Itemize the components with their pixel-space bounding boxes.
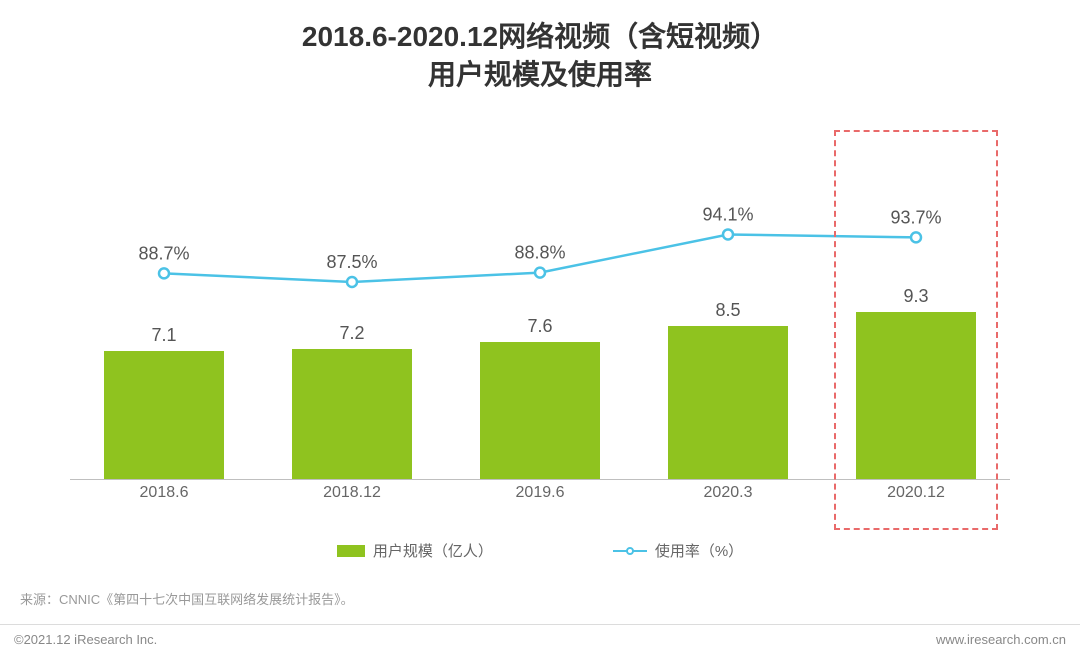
x-axis-label: 2018.12	[258, 484, 446, 510]
legend: 用户规模（亿人） 使用率（%）	[0, 540, 1080, 561]
line-value-label: 88.7%	[138, 243, 189, 263]
line-value-label: 94.1%	[702, 204, 753, 224]
line-marker	[159, 268, 169, 278]
legend-line: 使用率（%）	[613, 540, 743, 561]
legend-bar-label: 用户规模（亿人）	[373, 540, 493, 561]
plot-area: 7.17.27.68.59.3 88.7%87.5%88.8%94.1%93.7…	[70, 120, 1010, 510]
x-axis-baseline	[70, 479, 1010, 480]
legend-line-swatch	[613, 545, 647, 557]
legend-bar: 用户规模（亿人）	[337, 540, 493, 561]
x-axis-label: 2018.6	[70, 484, 258, 510]
footer-copyright: ©2021.12 iResearch Inc.	[14, 632, 157, 647]
x-axis-label: 2020.12	[822, 484, 1010, 510]
line-marker	[535, 268, 545, 278]
legend-line-label: 使用率（%）	[655, 540, 743, 561]
footer: ©2021.12 iResearch Inc. www.iresearch.co…	[0, 624, 1080, 654]
x-axis-labels: 2018.62018.122019.62020.32020.12	[70, 484, 1010, 510]
title-line1: 2018.6-2020.12网络视频（含短视频）	[0, 18, 1080, 56]
line-marker	[723, 229, 733, 239]
line-value-label: 88.8%	[514, 243, 565, 263]
x-axis-label: 2019.6	[446, 484, 634, 510]
legend-bar-swatch	[337, 545, 365, 557]
chart-title: 2018.6-2020.12网络视频（含短视频） 用户规模及使用率	[0, 0, 1080, 94]
line-value-label: 93.7%	[890, 207, 941, 227]
x-axis-label: 2020.3	[634, 484, 822, 510]
title-line2: 用户规模及使用率	[0, 56, 1080, 94]
source-text: 来源：CNNIC《第四十七次中国互联网络发展统计报告》。	[20, 589, 354, 608]
chart-area: 7.17.27.68.59.3 88.7%87.5%88.8%94.1%93.7…	[70, 120, 1010, 510]
footer-url: www.iresearch.com.cn	[936, 632, 1066, 647]
line-layer: 88.7% 87.5% 88.8% 94.1% 93.7%	[70, 120, 1010, 510]
line-marker	[911, 232, 921, 242]
line-value-label: 87.5%	[326, 252, 377, 272]
line-marker	[347, 277, 357, 287]
